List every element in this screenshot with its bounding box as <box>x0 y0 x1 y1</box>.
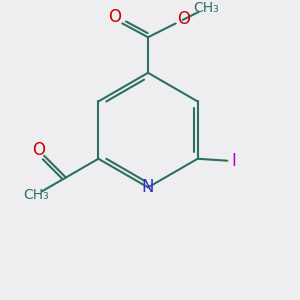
Text: O: O <box>177 11 190 28</box>
Text: O: O <box>32 141 45 159</box>
Text: O: O <box>108 8 121 26</box>
Text: CH₃: CH₃ <box>23 188 49 202</box>
Text: I: I <box>232 152 237 170</box>
Text: N: N <box>142 178 154 196</box>
Text: CH₃: CH₃ <box>194 1 220 15</box>
